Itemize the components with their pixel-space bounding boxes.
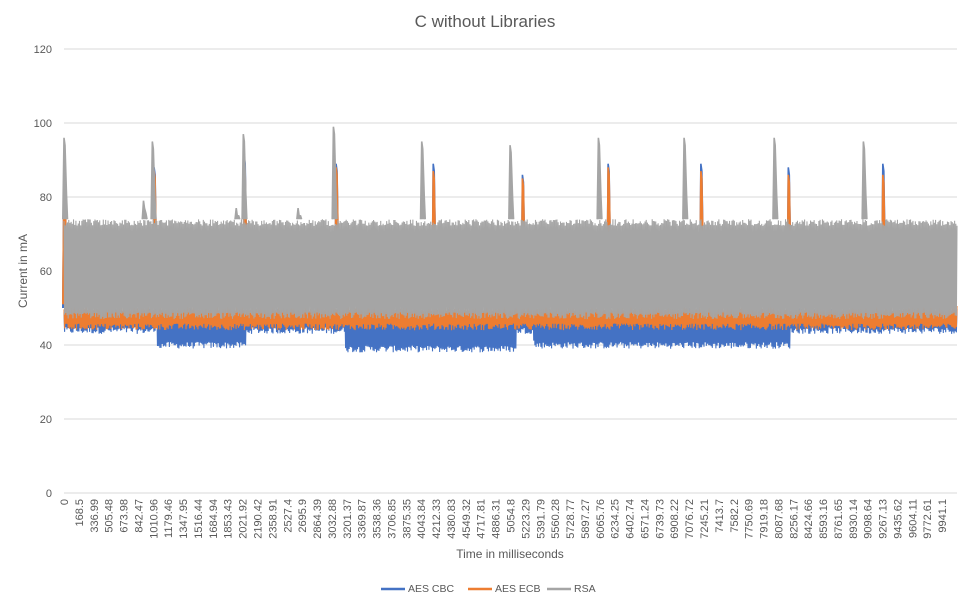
x-tick-label: 1179.46 xyxy=(163,499,175,538)
x-tick-label: 6571.24 xyxy=(639,499,651,539)
x-tick-label: 6908.22 xyxy=(669,499,681,539)
legend-item-rsa: RSA xyxy=(547,583,596,595)
x-tick-label: 8761.65 xyxy=(833,499,845,539)
x-tick-label: 6402.74 xyxy=(625,499,637,539)
y-axis-title: Current in mA xyxy=(16,234,30,308)
x-tick-label: 168.5 xyxy=(74,499,86,527)
legend: AES CBC AES ECB RSA xyxy=(381,583,596,595)
x-tick-label: 842.47 xyxy=(133,499,145,533)
x-tick-label: 0 xyxy=(59,499,71,505)
series-peak xyxy=(234,207,241,220)
x-tick-label: 673.98 xyxy=(119,499,131,533)
x-tick-label: 1684.94 xyxy=(208,499,220,539)
x-tick-label: 9267.13 xyxy=(878,499,890,539)
plot-area xyxy=(62,126,958,353)
x-tick-label: 7076.72 xyxy=(684,499,696,539)
y-tick-label: 20 xyxy=(40,414,52,426)
x-tick-label: 7245.21 xyxy=(699,499,711,539)
x-tick-label: 3201.37 xyxy=(342,499,354,539)
y-tick-label: 120 xyxy=(34,44,52,56)
x-tick-label: 4380.83 xyxy=(446,499,458,539)
x-tick-label: 9941.1 xyxy=(937,499,949,533)
x-tick-label: 8256.17 xyxy=(788,499,800,539)
x-tick-label: 5223.29 xyxy=(520,499,532,539)
series-peak xyxy=(861,141,868,220)
x-tick-label: 5560.28 xyxy=(550,499,562,539)
x-tick-label: 3706.85 xyxy=(386,499,398,539)
series-peak xyxy=(682,137,689,220)
series-peak xyxy=(150,141,157,220)
x-tick-label: 6739.73 xyxy=(654,499,666,539)
y-axis: 0 20 40 60 80 100 120 xyxy=(34,44,52,500)
x-tick-label: 4717.81 xyxy=(476,499,488,539)
x-tick-label: 7750.69 xyxy=(744,499,756,539)
x-tick-label: 9772.61 xyxy=(922,499,934,539)
series-peak xyxy=(241,133,248,220)
x-tick-label: 8087.68 xyxy=(773,499,785,539)
x-tick-label: 7919.18 xyxy=(759,499,771,539)
x-tick-label: 2021.92 xyxy=(238,499,250,539)
x-tick-label: 8930.14 xyxy=(848,499,860,539)
x-tick-label: 2527.4 xyxy=(282,499,294,533)
series-peak xyxy=(141,200,148,220)
series-peak xyxy=(419,141,427,220)
x-tick-label: 1010.96 xyxy=(148,499,160,539)
x-tick-label: 3369.87 xyxy=(357,499,369,539)
x-tick-label: 2358.91 xyxy=(267,499,279,539)
x-tick-label: 3032.88 xyxy=(327,499,339,539)
x-tick-label: 4212.33 xyxy=(431,499,443,539)
x-tick-label: 6065.76 xyxy=(595,499,607,539)
legend-label: AES ECB xyxy=(495,583,541,595)
x-tick-label: 5728.77 xyxy=(565,499,577,539)
x-tick-label: 2864.39 xyxy=(312,499,324,539)
x-tick-label: 1516.44 xyxy=(193,499,205,539)
x-tick-label: 2190.42 xyxy=(252,499,264,539)
x-tick-label: 8593.16 xyxy=(818,499,830,539)
series-peak xyxy=(296,207,303,220)
series-line-rsa xyxy=(63,219,958,320)
x-tick-label: 5897.27 xyxy=(580,499,592,539)
x-tick-label: 336.99 xyxy=(89,499,101,533)
x-tick-label: 9435.62 xyxy=(892,499,904,539)
series-peak xyxy=(508,145,515,220)
x-tick-label: 9098.64 xyxy=(863,499,875,539)
x-tick-label: 5391.79 xyxy=(535,499,547,539)
series-peak xyxy=(596,137,603,220)
legend-label: RSA xyxy=(574,583,596,595)
x-tick-label: 6234.25 xyxy=(610,499,622,539)
x-axis-title: Time in milliseconds xyxy=(456,547,564,561)
x-tick-label: 3875.35 xyxy=(401,499,413,539)
series-peak xyxy=(331,126,338,220)
legend-label: AES CBC xyxy=(408,583,455,595)
x-tick-label: 4886.31 xyxy=(491,499,503,539)
legend-item-aes-cbc: AES CBC xyxy=(381,583,455,595)
series-peak xyxy=(772,137,779,220)
x-tick-label: 9604.11 xyxy=(907,499,919,538)
x-tick-label: 8424.66 xyxy=(803,499,815,539)
x-tick-label: 2695.9 xyxy=(297,499,309,533)
x-axis: 0 168.5 336.99 505.48 673.98 842.47 1010.96 117… xyxy=(59,499,949,539)
legend-item-aes-ecb: AES ECB xyxy=(468,583,541,595)
y-tick-label: 60 xyxy=(40,266,52,278)
chart-title: C without Libraries xyxy=(415,12,556,31)
x-tick-label: 1347.95 xyxy=(178,499,190,539)
x-tick-label: 3538.36 xyxy=(372,499,384,539)
x-tick-label: 4549.32 xyxy=(461,499,473,539)
x-tick-label: 7413.7 xyxy=(714,499,726,533)
y-tick-label: 40 xyxy=(40,340,52,352)
series-peak xyxy=(62,137,69,220)
y-tick-label: 80 xyxy=(40,192,52,204)
x-tick-label: 5054.8 xyxy=(506,499,518,533)
y-tick-label: 100 xyxy=(34,118,52,130)
x-tick-label: 7582.2 xyxy=(729,499,741,533)
y-tick-label: 0 xyxy=(46,488,52,500)
x-tick-label: 505.48 xyxy=(104,499,116,533)
x-tick-label: 1853.43 xyxy=(223,499,235,539)
x-tick-label: 4043.84 xyxy=(416,499,428,539)
